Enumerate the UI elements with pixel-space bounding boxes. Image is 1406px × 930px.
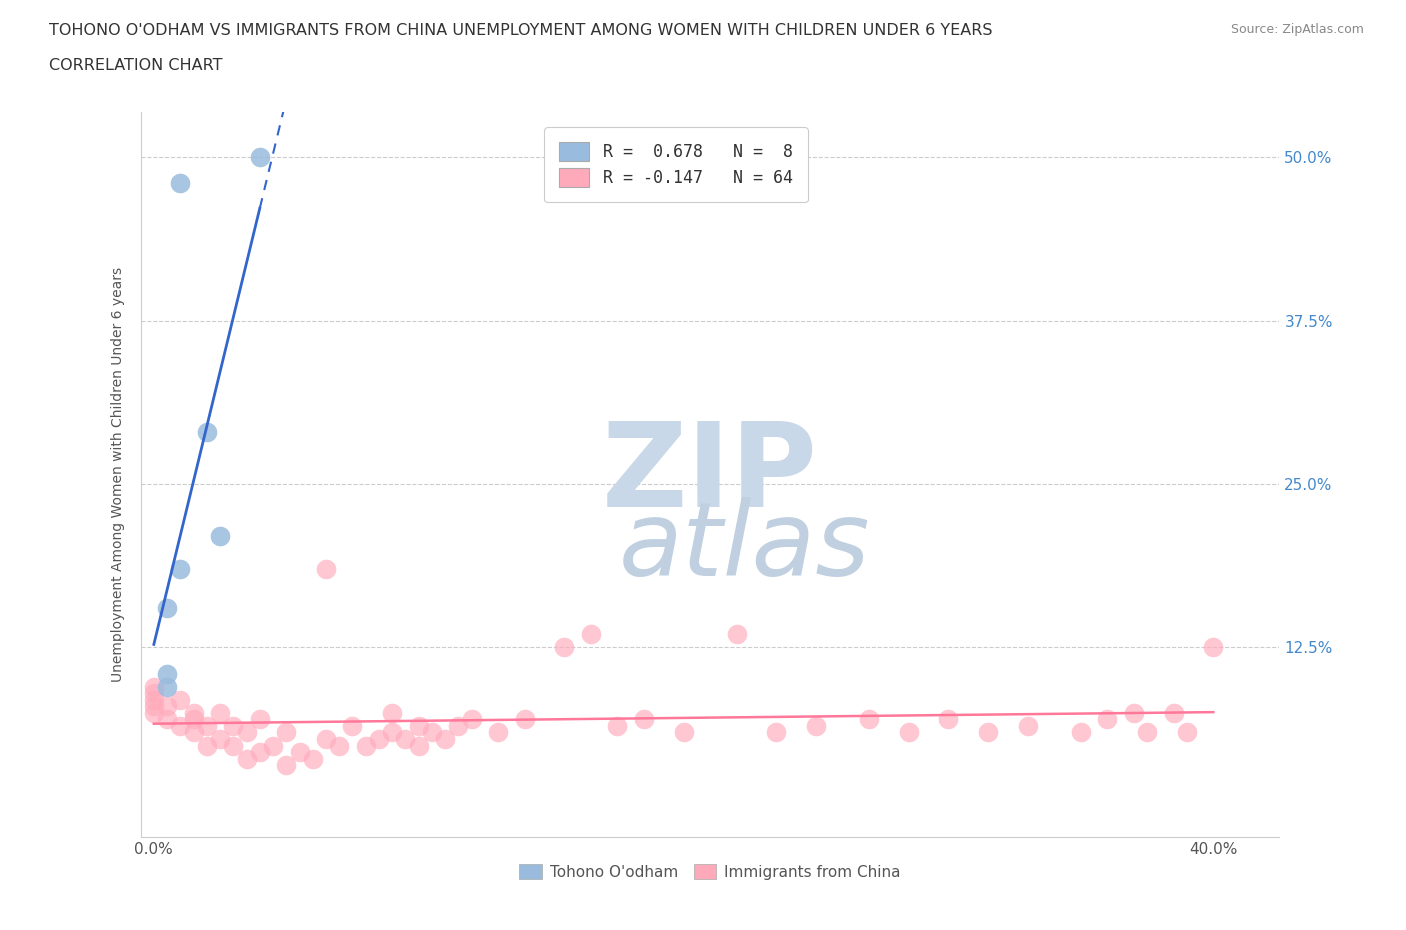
Text: ZIP: ZIP <box>602 417 818 532</box>
Point <box>249 712 271 727</box>
Point <box>195 719 218 734</box>
Point <box>1017 719 1039 734</box>
Point <box>169 719 191 734</box>
Point <box>209 705 232 720</box>
Point <box>315 732 337 747</box>
Point <box>434 732 457 747</box>
Point <box>235 751 257 766</box>
Point <box>725 627 748 642</box>
Point <box>156 601 179 616</box>
Point <box>142 698 165 713</box>
Point <box>381 705 404 720</box>
Point <box>195 424 218 439</box>
Point <box>368 732 391 747</box>
Point <box>142 692 165 707</box>
Point <box>858 712 880 727</box>
Point <box>460 712 482 727</box>
Point <box>897 725 920 740</box>
Point <box>209 732 232 747</box>
Point <box>142 679 165 694</box>
Point <box>1202 640 1225 655</box>
Point <box>328 738 350 753</box>
Point <box>222 719 245 734</box>
Point <box>156 698 179 713</box>
Point <box>169 692 191 707</box>
Point <box>142 705 165 720</box>
Point <box>1163 705 1185 720</box>
Point <box>169 176 191 191</box>
Point <box>513 712 536 727</box>
Point <box>222 738 245 753</box>
Y-axis label: Unemployment Among Women with Children Under 6 years: Unemployment Among Women with Children U… <box>111 267 125 682</box>
Point <box>1136 725 1159 740</box>
Point <box>408 738 430 753</box>
Point <box>183 705 205 720</box>
Point <box>1175 725 1198 740</box>
Point <box>672 725 695 740</box>
Point <box>276 725 298 740</box>
Point <box>938 712 960 727</box>
Text: atlas: atlas <box>619 497 870 597</box>
Point <box>486 725 509 740</box>
Point <box>633 712 655 727</box>
Point <box>381 725 404 740</box>
Point <box>183 712 205 727</box>
Point <box>977 725 1000 740</box>
Point <box>276 758 298 773</box>
Point <box>183 725 205 740</box>
Point <box>420 725 443 740</box>
Point <box>1070 725 1092 740</box>
Point <box>342 719 364 734</box>
Point <box>606 719 628 734</box>
Point <box>804 719 827 734</box>
Point <box>249 745 271 760</box>
Point <box>209 529 232 544</box>
Point <box>156 712 179 727</box>
Point <box>142 685 165 700</box>
Point <box>249 150 271 165</box>
Point <box>447 719 470 734</box>
Point <box>765 725 787 740</box>
Point <box>394 732 416 747</box>
Point <box>195 738 218 753</box>
Point <box>156 666 179 681</box>
Text: TOHONO O'ODHAM VS IMMIGRANTS FROM CHINA UNEMPLOYMENT AMONG WOMEN WITH CHILDREN U: TOHONO O'ODHAM VS IMMIGRANTS FROM CHINA … <box>49 23 993 38</box>
Text: Source: ZipAtlas.com: Source: ZipAtlas.com <box>1230 23 1364 36</box>
Point <box>1097 712 1119 727</box>
Point <box>1122 705 1144 720</box>
Point <box>288 745 311 760</box>
Point <box>408 719 430 734</box>
Point <box>315 562 337 577</box>
Text: CORRELATION CHART: CORRELATION CHART <box>49 58 222 73</box>
Point <box>553 640 575 655</box>
Point <box>169 562 191 577</box>
Legend: Tohono O'odham, Immigrants from China: Tohono O'odham, Immigrants from China <box>512 857 908 887</box>
Point <box>262 738 284 753</box>
Point <box>301 751 323 766</box>
Point <box>156 679 179 694</box>
Point <box>235 725 257 740</box>
Point <box>354 738 377 753</box>
Point <box>579 627 602 642</box>
